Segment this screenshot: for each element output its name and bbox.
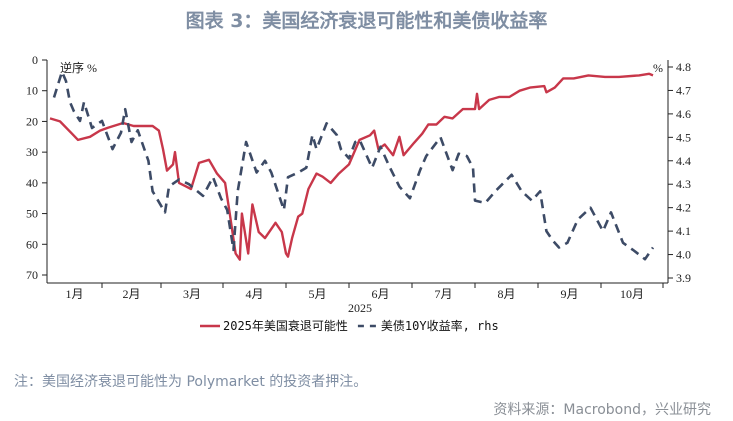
x-tick-label: 6月 bbox=[371, 287, 389, 301]
right-tick-label: 3.9 bbox=[676, 271, 691, 285]
right-tick-label: 4.8 bbox=[676, 60, 691, 74]
left-tick-label: 30 bbox=[26, 145, 38, 159]
right-tick-label: 4.4 bbox=[676, 154, 691, 168]
chart-source: 资料来源：Macrobond，兴业研究 bbox=[493, 402, 711, 418]
x-tick-label: 8月 bbox=[497, 287, 515, 301]
left-tick-label: 50 bbox=[26, 207, 38, 221]
x-tick-label: 4月 bbox=[245, 287, 263, 301]
left-tick-label: 0 bbox=[32, 53, 38, 67]
x-tick-label: 2月 bbox=[122, 287, 140, 301]
right-tick-label: 4.1 bbox=[676, 224, 691, 238]
left-tick-label: 60 bbox=[26, 237, 38, 251]
x-axis-label: 2025 bbox=[348, 301, 372, 315]
left-axis-label: 逆序 % bbox=[60, 60, 97, 75]
legend: 2025年美国衰退可能性 美债10Y收益率, rhs bbox=[200, 318, 499, 333]
legend-label-2: 美债10Y收益率, rhs bbox=[381, 318, 499, 333]
x-tick-label: 10月 bbox=[620, 287, 644, 301]
x-tick-label: 5月 bbox=[308, 287, 326, 301]
right-axis-label: % bbox=[653, 61, 663, 75]
legend-label-1: 2025年美国衰退可能性 bbox=[223, 318, 348, 333]
x-tick-label: 9月 bbox=[560, 287, 578, 301]
series-lines bbox=[49, 70, 655, 261]
left-tick-label: 70 bbox=[26, 268, 38, 282]
right-tick-label: 4.6 bbox=[676, 107, 691, 121]
left-tick-label: 20 bbox=[26, 114, 38, 128]
right-tick-label: 4.5 bbox=[676, 130, 691, 144]
left-tick-label: 10 bbox=[26, 84, 38, 98]
x-tick-label: 7月 bbox=[434, 287, 452, 301]
right-tick-label: 4.7 bbox=[676, 83, 691, 97]
right-tick-label: 4.2 bbox=[676, 201, 691, 215]
series-line-1 bbox=[49, 72, 654, 261]
axes: 0 10 20 30 40 50 60 70 3.9 4.0 4.1 4.2 4.3 4.4 4.5 4.6 4… bbox=[26, 53, 691, 315]
x-tick-label: 1月 bbox=[65, 287, 83, 301]
right-tick-label: 4.0 bbox=[676, 248, 691, 262]
chart-note: 注：美国经济衰退可能性为 Polymarket 的投资者押注。 bbox=[14, 374, 368, 390]
right-tick-label: 4.3 bbox=[676, 177, 691, 191]
chart-title: 图表 3：美国经济衰退可能性和美债收益率 bbox=[185, 10, 548, 32]
series-line-2 bbox=[52, 70, 655, 261]
left-tick-label: 40 bbox=[26, 176, 38, 190]
x-tick-label: 3月 bbox=[183, 287, 201, 301]
